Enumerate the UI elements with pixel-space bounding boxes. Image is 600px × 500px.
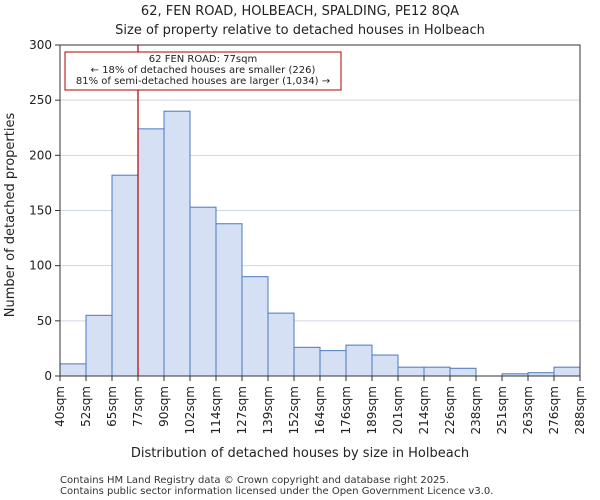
- y-tick-label: 100: [29, 259, 52, 273]
- x-tick-label: 201sqm: [391, 386, 405, 434]
- x-tick-label: 263sqm: [521, 386, 535, 434]
- x-tick-label: 139sqm: [261, 386, 275, 434]
- bar: [553, 366, 581, 377]
- bar: [293, 346, 321, 377]
- bar: [449, 367, 477, 377]
- bar: [215, 223, 243, 377]
- y-tick-label: 0: [44, 369, 52, 383]
- x-tick-label: 238sqm: [469, 386, 483, 434]
- bar: [85, 314, 113, 377]
- x-tick-label: 226sqm: [443, 386, 457, 434]
- y-tick-label: 200: [29, 148, 52, 162]
- bar: [267, 312, 295, 377]
- annotation-line-2: ← 18% of detached houses are smaller (22…: [91, 65, 316, 76]
- y-axis-ticks: 0 50 100 150 200 250 300: [29, 38, 60, 383]
- y-tick-label: 300: [29, 38, 52, 52]
- x-tick-label: 114sqm: [209, 386, 223, 434]
- x-tick-label: 40sqm: [53, 386, 67, 427]
- footer-line-1: Contains HM Land Registry data © Crown c…: [60, 475, 449, 486]
- bar: [137, 128, 165, 377]
- bar: [371, 354, 399, 377]
- x-axis-label: Distribution of detached houses by size …: [131, 446, 469, 461]
- x-tick-label: 164sqm: [313, 386, 327, 434]
- x-tick-label: 288sqm: [573, 386, 587, 434]
- x-axis-ticks: 40sqm 52sqm 65sqm 77sqm 90sqm 102sqm 114sqm 127…: [53, 376, 587, 434]
- plot-frame: [59, 44, 581, 377]
- x-tick-label: 276sqm: [547, 386, 561, 434]
- y-axis-label: Number of detached properties: [3, 113, 18, 318]
- x-tick-label: 251sqm: [495, 386, 509, 434]
- x-tick-label: 152sqm: [287, 386, 301, 434]
- x-tick-label: 77sqm: [131, 386, 145, 427]
- x-tick-label: 176sqm: [339, 386, 353, 434]
- bar: [397, 366, 425, 377]
- x-tick-label: 214sqm: [417, 386, 431, 434]
- y-tick-label: 150: [29, 204, 52, 218]
- bar: [163, 110, 191, 377]
- bars: [59, 110, 581, 377]
- footer-line-2: Contains public sector information licen…: [60, 486, 493, 497]
- x-tick-label: 52sqm: [79, 386, 93, 427]
- x-tick-label: 90sqm: [157, 386, 171, 427]
- annotation-line-1: 62 FEN ROAD: 77sqm: [149, 54, 257, 65]
- x-tick-label: 65sqm: [105, 386, 119, 427]
- bar: [319, 350, 347, 377]
- annotation-line-3: 81% of semi-detached houses are larger (…: [76, 76, 330, 87]
- annotation-box: 62 FEN ROAD: 77sqm ← 18% of detached hou…: [64, 51, 342, 91]
- bar: [241, 276, 269, 377]
- annotation-border: [64, 51, 342, 91]
- chart-title-line-1: 62, FEN ROAD, HOLBEACH, SPALDING, PE12 8…: [141, 4, 459, 19]
- x-tick-label: 127sqm: [235, 386, 249, 434]
- bar: [345, 344, 373, 377]
- y-tick-label: 250: [29, 93, 52, 107]
- y-tick-label: 50: [37, 314, 52, 328]
- bar: [423, 366, 451, 377]
- x-tick-label: 189sqm: [365, 386, 379, 434]
- bar: [189, 206, 217, 377]
- bar: [111, 174, 139, 377]
- chart-title-line-2: Size of property relative to detached ho…: [115, 23, 485, 38]
- bar: [59, 363, 87, 377]
- x-tick-label: 102sqm: [183, 386, 197, 434]
